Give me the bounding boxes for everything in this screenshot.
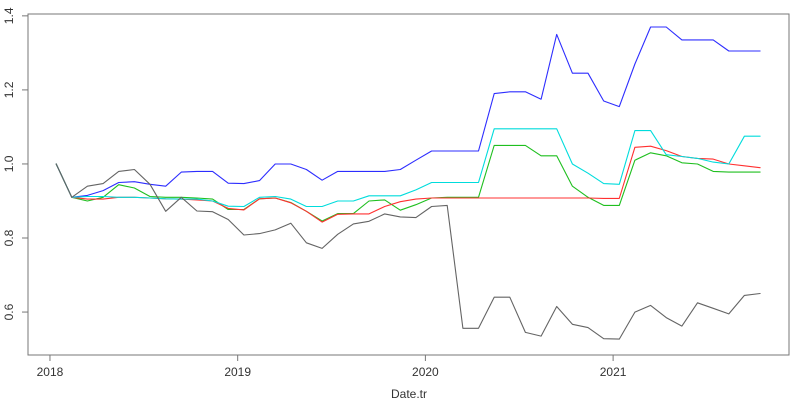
- y-tick-label: 1.2: [2, 81, 16, 98]
- x-axis-label: Date.tr: [391, 387, 427, 401]
- plot-border: [27, 13, 790, 356]
- series-line-cyan: [55, 128, 761, 208]
- series-line-red: [55, 145, 761, 223]
- y-tick-label: 1.4: [2, 7, 16, 24]
- x-tick-label: 2019: [224, 365, 251, 379]
- series-line-gray: [55, 163, 761, 340]
- y-axis-ticks: 0.6 0.8 1.0 1.2 1.4: [2, 7, 28, 320]
- x-axis-ticks: 2018 2019 2020 2021: [37, 355, 627, 379]
- y-tick-label: 0.6: [2, 303, 16, 320]
- y-tick-label: 0.8: [2, 229, 16, 246]
- series-line-green: [55, 144, 761, 222]
- x-tick-label: 2020: [412, 365, 439, 379]
- y-tick-label: 1.0: [2, 155, 16, 172]
- x-tick-label: 2018: [37, 365, 64, 379]
- series-lines: [55, 26, 761, 340]
- x-tick-label: 2021: [600, 365, 627, 379]
- series-line-blue: [55, 26, 761, 198]
